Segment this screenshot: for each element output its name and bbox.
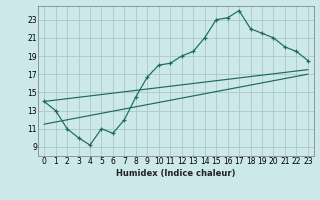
X-axis label: Humidex (Indice chaleur): Humidex (Indice chaleur) xyxy=(116,169,236,178)
